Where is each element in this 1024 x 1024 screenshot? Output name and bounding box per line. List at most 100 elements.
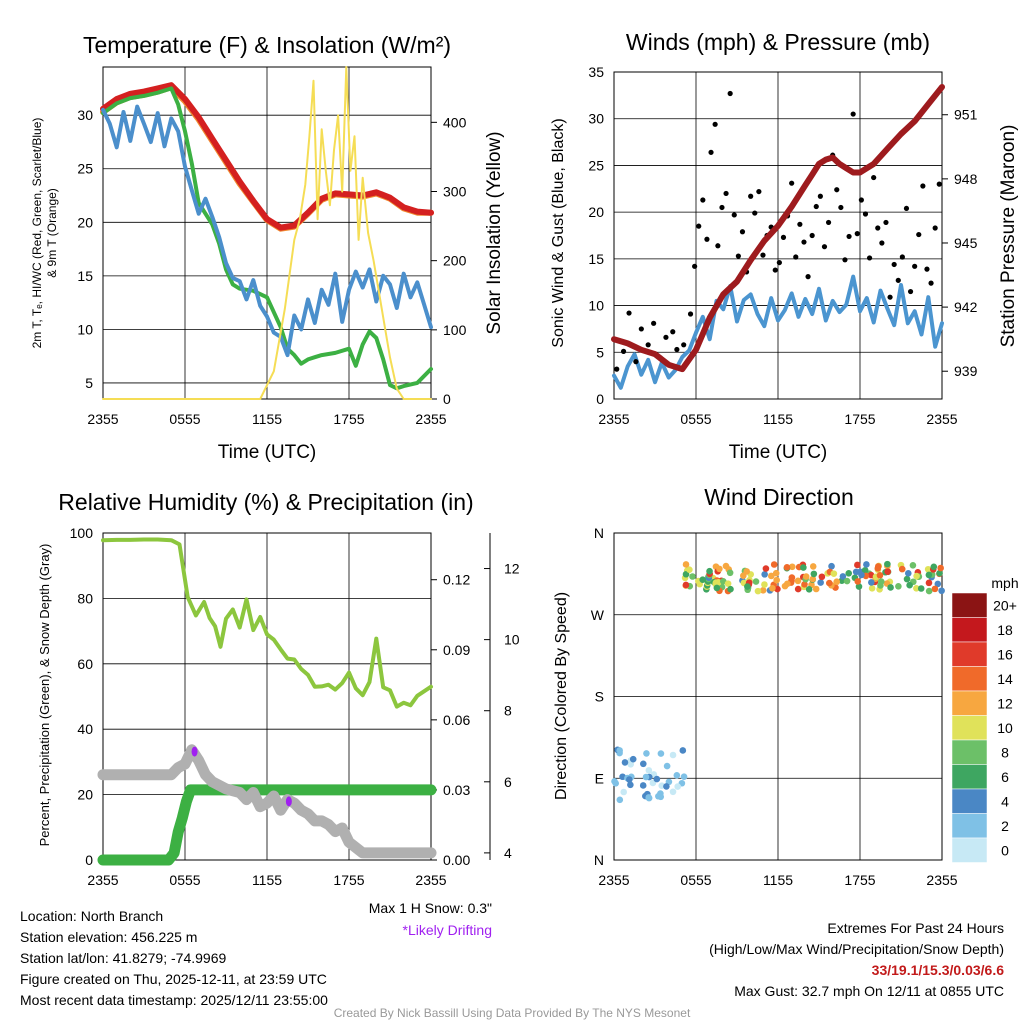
dir-point [726,569,734,577]
recent-text: Most recent data timestamp: 2025/12/11 2… [20,992,328,1008]
legend-label: 18 [997,622,1013,638]
legend-swatch [951,592,988,618]
dir-point [616,796,624,804]
wind-gust-point [871,174,877,181]
wind-gust-point [663,334,669,340]
wind-gust-point [620,348,627,354]
dir-point [818,573,826,581]
dir-point [611,778,618,785]
wind-ytick-label: 10 [588,298,604,314]
dir-ytick-label: E [595,770,604,786]
dir-point [706,567,713,575]
wind-gust-point [838,204,844,211]
wind-gust-point [875,225,881,231]
temp-ylabel-line1: 2m T, Tₑ, HI/WC (Red, Green, Scarlet/Blu… [30,118,44,349]
wind-gust-point [862,211,869,217]
dir-ylabel: Direction (Colored By Speed) [553,592,570,800]
wind-gust-point [920,183,926,189]
dir-point [621,759,629,766]
dir-point [925,571,933,579]
elevation-text: Station elevation: 456.225 m [20,929,198,945]
dir-point [809,575,817,583]
rh-xtick-label: 2355 [415,872,446,888]
dir-point [937,564,944,572]
wind-gust-point [899,254,905,260]
wind-xlabel: Time (UTC) [729,442,828,463]
location-text: Location: North Branch [20,908,164,924]
dir-point [934,580,942,588]
dir-point [770,561,778,568]
wind-gust-point [789,180,795,186]
dir-point [669,788,677,796]
dir-point [845,569,853,577]
dir-point [925,579,933,587]
wind-gust-point [715,243,721,249]
legend-label: 4 [1001,793,1009,809]
wind-gust-point [928,280,934,286]
wind-gust-point [936,181,942,187]
wind-gust-point [739,229,746,235]
dir-point [773,576,780,584]
wind-gust-point [813,203,819,210]
created-text: Figure created on Thu, 2025-12-11, at 23… [20,971,327,987]
dir-point [868,579,875,586]
dir-xtick-label: 1155 [763,872,793,888]
legend-swatch [951,764,988,790]
wind-ytick-label: 35 [588,64,604,80]
rh-y2tick-label: 0.09 [443,642,470,658]
rh-y2tick-label: 0.03 [443,782,470,798]
dir-point [740,572,747,580]
dir-point [759,587,767,594]
rh-xtick-label: 1755 [333,872,364,888]
wind-xtick-label: 0555 [680,411,711,427]
wind-gust-point [817,193,823,199]
dir-point [861,566,869,574]
legend-label: 0 [1001,842,1009,858]
dir-point [828,562,835,570]
dir-point [917,585,925,592]
wind-gust-point [638,326,644,332]
temp-series-solar-insolation-yellow- [102,66,432,400]
dir-point [727,585,734,593]
wind-ytick-label: 25 [588,157,604,173]
dir-point [783,564,791,571]
dir-point [616,747,623,754]
wind-gust-point [924,266,930,272]
dir-point [655,792,662,800]
wind-gust-point [932,225,938,231]
wind-gust-point [756,188,762,195]
drift-label: *Likely Drifting [402,922,492,938]
snow-max-label: Max 1 H Snow: 0.3" [368,900,492,916]
dir-point [754,587,762,595]
extremes-values: 33/19.1/15.3/0.03/6.6 [871,962,1004,978]
wind-gust-point [712,121,718,127]
dir-point [772,569,780,577]
temp-y2tick-label: 200 [443,253,467,269]
temp-ytick-label: 10 [77,321,93,337]
rh-drifting-mark [285,796,292,807]
dir-point [809,563,817,570]
dir-point [794,577,802,585]
dir-point [938,587,945,595]
rh-xtick-label: 2355 [87,872,118,888]
rh-y2tick-label: 0.12 [443,572,470,588]
dir-point [810,570,818,578]
wind-gust-point [748,193,754,199]
wind-y2tick-label: 948 [954,171,978,187]
dir-point [699,576,706,584]
dir-point [686,566,693,574]
wind-gust-point [780,234,787,240]
rh-title: Relative Humidity (%) & Precipitation (i… [58,489,473,515]
dir-point [854,561,861,569]
rh-ytick-label: 80 [77,590,93,606]
wind-xtick-label: 2355 [926,411,957,427]
legend-label: 6 [1001,769,1009,785]
dir-point [930,563,938,571]
wind-gust-point [834,187,840,193]
wind-gust-point [793,254,799,260]
rh-y3tick-label: 4 [504,845,512,861]
rh-y3tick-label: 12 [504,561,520,577]
dir-point [868,585,876,592]
dir-point [673,772,681,779]
legend-label: 2 [1001,818,1009,834]
